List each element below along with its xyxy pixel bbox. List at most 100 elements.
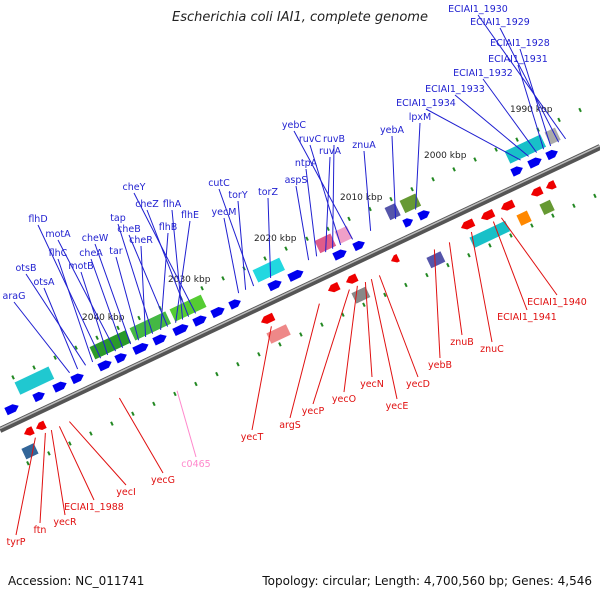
tick-mark: [95, 335, 99, 341]
forward-gene-arrow: [97, 360, 112, 372]
gene-label: yecP: [302, 406, 325, 417]
gene-label: ECIAI1_1941: [497, 312, 557, 323]
forward-gene-arrow: [32, 391, 45, 403]
leader-line: [433, 249, 441, 359]
forward-gene-arrow: [152, 334, 167, 346]
gene-label: araG: [3, 291, 26, 302]
leader-line: [364, 281, 373, 378]
tick-mark: [452, 167, 456, 172]
gene-label: ECIAI1_1929: [470, 17, 530, 28]
tick-mark: [89, 431, 93, 436]
leader-line: [176, 390, 197, 458]
gene-label: flhB: [159, 222, 178, 233]
leader-line: [309, 144, 342, 246]
reverse-gene-arrows: [23, 180, 557, 436]
gene-label: ECIAI1_1928: [490, 38, 550, 49]
forward-gene-arrow: [70, 373, 84, 385]
gene-label: yecM: [212, 207, 237, 218]
gene-label: znuA: [352, 140, 376, 151]
gene-label: yecR: [53, 517, 77, 528]
accession-label: Accession: NC_011741: [8, 574, 145, 588]
gene-label: lpxM: [409, 112, 432, 123]
reverse-gene-arrow: [345, 273, 359, 284]
gene-label: cheY: [123, 182, 146, 193]
reverse-feature-bar: [350, 285, 372, 305]
tick-mark: [257, 352, 261, 357]
leader-line: [115, 256, 140, 341]
tick-mark: [473, 157, 477, 162]
forward-gene-arrow: [417, 210, 430, 221]
forward-gene-arrow: [287, 269, 304, 282]
leader-line: [499, 27, 560, 143]
tick-mark: [404, 282, 408, 288]
reverse-feature-bar: [468, 220, 511, 249]
genome-title: Escherichia coli IAI1, complete genome: [172, 10, 428, 25]
leader-line: [171, 209, 184, 320]
tick-mark: [278, 342, 282, 347]
leader-line: [415, 122, 421, 210]
reverse-gene-arrow: [23, 426, 35, 436]
leader-line: [295, 185, 310, 261]
reverse-gene-arrow: [390, 254, 400, 263]
tick-mark: [299, 332, 303, 337]
tick-mark: [509, 233, 513, 238]
gene-label: yecG: [151, 475, 175, 486]
tick-mark: [194, 381, 198, 387]
tick-mark: [11, 375, 15, 380]
forward-gene-arrow: [172, 324, 189, 337]
leader-line: [13, 301, 71, 374]
leader-line: [500, 217, 558, 296]
tick-mark: [446, 262, 450, 268]
scale-label: 2040 kbp: [82, 313, 125, 323]
leader-line: [251, 326, 272, 431]
gene-label: ECIAI1_1940: [527, 297, 587, 308]
forward-feature-bar: [313, 232, 337, 254]
tick-mark: [494, 147, 498, 152]
forward-gene-arrow: [228, 299, 241, 310]
leader-line: [39, 432, 46, 524]
gene-label: ECIAI1_1930: [448, 4, 508, 15]
rna-gene-labels: c0465: [176, 390, 211, 470]
reverse-gene-arrow: [545, 180, 557, 190]
gene-label: c0465: [181, 459, 210, 470]
reverse-feature-bar: [515, 209, 533, 227]
tick-mark: [215, 371, 219, 377]
forward-gene-arrow: [52, 381, 67, 393]
forward-gene-arrow: [510, 166, 523, 177]
gene-label: ruvB: [323, 134, 345, 145]
genome-backbone: [0, 144, 600, 433]
leader-line: [289, 303, 320, 419]
tick-mark: [284, 246, 288, 251]
tick-mark: [383, 292, 387, 298]
leader-line: [128, 234, 169, 327]
gene-label: ECIAI1_1988: [64, 502, 124, 513]
gene-label: ntpA: [295, 158, 318, 169]
tick-mark: [362, 302, 366, 308]
forward-feature-bar: [168, 294, 208, 323]
forward-gene-arrow: [4, 404, 19, 416]
topology-label: Topology: circular; Length: 4,700,560 bp…: [262, 574, 592, 588]
forward-gene-arrow: [527, 157, 542, 169]
tick-mark: [53, 355, 57, 360]
forward-gene-arrow: [545, 149, 558, 161]
tick-mark: [389, 196, 393, 202]
reverse-gene-arrow: [327, 282, 341, 293]
forward-gene-arrow: [114, 353, 127, 364]
forward-gene-arrows: [4, 149, 558, 416]
leader-line: [117, 223, 154, 334]
gene-label: yecN: [360, 379, 384, 390]
leader-line: [448, 242, 463, 336]
leader-line: [378, 275, 419, 378]
leader-line: [69, 421, 127, 486]
leader-line: [391, 135, 397, 220]
tick-mark: [305, 236, 309, 241]
gene-label: tar: [109, 246, 123, 257]
leader-line: [293, 130, 354, 240]
leader-line: [133, 192, 197, 314]
gene-label: torZ: [258, 187, 278, 198]
tick-mark: [425, 272, 429, 278]
reverse-feature-bar: [20, 442, 40, 460]
gene-label: ECIAI1_1932: [453, 68, 513, 79]
gene-label: ECIAI1_1933: [425, 84, 485, 95]
reverse-gene-arrow: [260, 312, 276, 324]
